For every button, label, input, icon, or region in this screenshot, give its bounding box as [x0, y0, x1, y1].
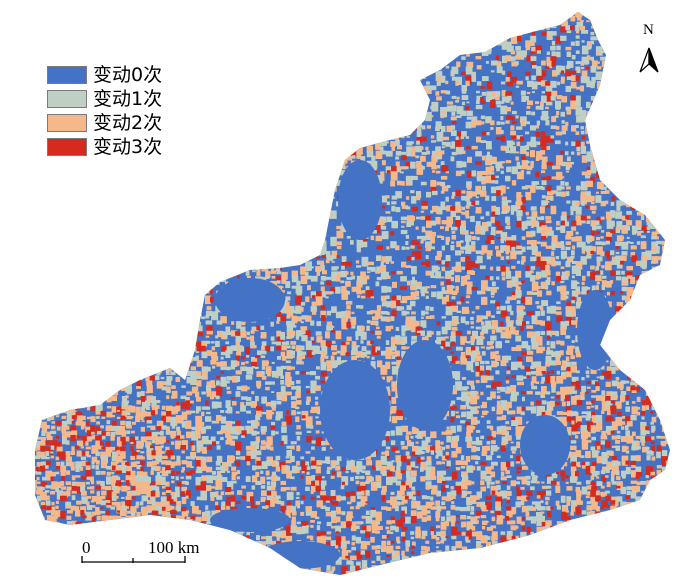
- legend-label: 变动2次: [93, 111, 163, 134]
- isolated-patch: [575, 12, 581, 18]
- legend: 变动0次 变动1次 变动2次 变动3次: [47, 63, 162, 159]
- north-label: N: [643, 22, 654, 38]
- legend-swatch: [47, 66, 87, 84]
- north-arrow-icon: [639, 47, 659, 73]
- legend-swatch: [47, 114, 87, 132]
- legend-item: 变动3次: [47, 135, 162, 159]
- legend-item: 变动2次: [47, 111, 162, 135]
- scale-end-label: 100 km: [148, 538, 200, 557]
- legend-item: 变动0次: [47, 63, 162, 87]
- legend-label: 变动0次: [93, 63, 163, 86]
- legend-item: 变动1次: [47, 87, 162, 111]
- legend-swatch: [47, 90, 87, 108]
- stable-zones: [210, 160, 613, 569]
- scale-bar-icon: [81, 556, 186, 563]
- legend-swatch: [47, 138, 87, 156]
- scale-start-label: 0: [82, 538, 91, 557]
- legend-label: 变动3次: [93, 135, 163, 158]
- legend-label: 变动1次: [93, 87, 163, 110]
